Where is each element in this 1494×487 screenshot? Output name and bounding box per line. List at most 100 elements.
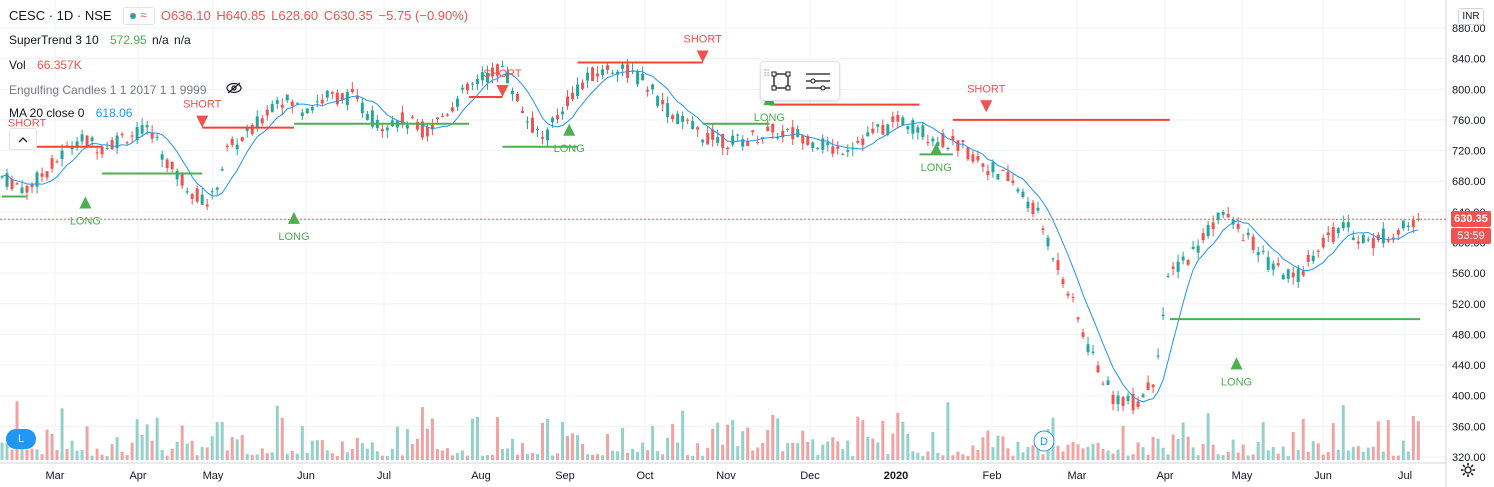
candle-body: [556, 115, 560, 120]
volume-bar: [901, 421, 905, 460]
volume-bar: [566, 435, 570, 460]
candle-body: [841, 154, 845, 156]
volume-bar: [881, 420, 885, 460]
volume-bar: [1381, 451, 1385, 460]
volume-bar: [1006, 448, 1010, 460]
eye-crossed-icon[interactable]: [226, 81, 242, 97]
volume-bar: [666, 437, 670, 460]
volume-bar: [335, 455, 339, 460]
candle-body: [325, 90, 329, 98]
volume-bar: [1301, 418, 1305, 460]
supertrend-name: SuperTrend 3 10: [9, 33, 99, 47]
volume-bar: [556, 453, 560, 460]
volume-bar: [626, 452, 630, 460]
y-tick-label: 720.00: [1452, 146, 1486, 158]
candle-body: [791, 127, 795, 140]
settings-gear-icon[interactable]: [1460, 462, 1476, 483]
currency-button[interactable]: INR: [1458, 8, 1484, 25]
volume-bar: [836, 441, 840, 460]
volume-bar: [285, 453, 289, 460]
volume-bar: [1206, 413, 1210, 460]
candle-body: [706, 133, 710, 145]
candle-body: [1116, 395, 1120, 405]
candle-body: [355, 95, 359, 100]
volume-bar: [876, 442, 880, 460]
volume-bar: [220, 421, 224, 460]
candle-body: [876, 124, 880, 127]
candle-body: [0, 176, 4, 178]
volume-bar: [330, 453, 334, 460]
candle-body: [1131, 394, 1135, 411]
volume-bar: [1231, 439, 1235, 460]
tradingview-cloud-icon[interactable]: L: [6, 429, 36, 449]
legend-engulfing-row[interactable]: Engulfing Candles 1 1 2017 1 1 9999: [9, 81, 244, 98]
candle-body: [1051, 258, 1055, 260]
volume-bar: [345, 452, 349, 460]
volume-bar: [1286, 455, 1290, 460]
candle-body: [891, 116, 895, 122]
legend-collapse-button[interactable]: [9, 128, 37, 150]
candle-body: [270, 104, 274, 113]
legend-volume-row[interactable]: Vol 66.357K: [9, 57, 84, 73]
candle-body: [1321, 237, 1325, 248]
volume-bar: [1316, 443, 1320, 460]
candle-body: [485, 73, 489, 83]
volume-bar: [801, 430, 805, 460]
volume-bar: [1271, 447, 1275, 460]
candle-body: [896, 115, 900, 122]
volume-bar: [390, 448, 394, 460]
volume-bar: [325, 450, 329, 460]
volume-bar: [280, 417, 284, 460]
signal-markers: SHORT LONG SHORT LONG SHORT LONG SHORT LONG LONG…: [8, 33, 1252, 388]
volume-bar: [1386, 420, 1390, 460]
x-tick-label: Jul: [1398, 470, 1412, 482]
volume-bar: [916, 452, 920, 460]
legend-ma-row[interactable]: MA 20 close 0 618.06: [9, 105, 134, 121]
volume-bar: [546, 419, 550, 460]
legend-supertrend-row[interactable]: SuperTrend 3 10 572.95 n/a n/a: [9, 32, 193, 48]
candle-body: [1076, 317, 1080, 320]
candle-body: [1301, 271, 1305, 276]
candle-body: [1361, 234, 1365, 244]
x-tick-label: May: [203, 470, 224, 482]
candle-body: [10, 179, 14, 190]
volume-bar: [250, 454, 254, 460]
candle-body: [480, 72, 484, 81]
y-tick-label: 880.00: [1452, 23, 1486, 35]
volume-bar: [591, 454, 595, 460]
volume-bar: [385, 455, 389, 460]
drag-handle-icon[interactable]: ⠿: [763, 69, 771, 80]
settings-lines-icon[interactable]: [805, 70, 831, 92]
candle-body: [470, 83, 474, 85]
candle-body: [510, 90, 514, 95]
candle-body: [350, 89, 354, 92]
candle-body: [851, 148, 855, 150]
candle-body: [90, 137, 94, 141]
volume-bar: [135, 419, 139, 460]
candle-body: [591, 67, 595, 81]
volume-bar: [786, 443, 790, 460]
x-tick-label: Jun: [297, 470, 315, 482]
candle-body: [1096, 365, 1100, 373]
floating-drawing-toolbar[interactable]: ⠿: [760, 61, 840, 101]
ma-value: 618.06: [95, 106, 133, 120]
candle-body: [200, 194, 204, 205]
volume-bar: [1026, 446, 1030, 460]
candle-body: [465, 83, 469, 91]
candle-body: [205, 204, 209, 207]
high-value: H640.85: [216, 8, 266, 24]
rectangle-tool-icon[interactable]: [770, 70, 792, 92]
volume-bar: [1276, 453, 1280, 460]
candle-body: [1071, 297, 1075, 299]
volume-bar: [1191, 447, 1195, 460]
symbol-title[interactable]: CESC · 1D · NSE: [9, 8, 112, 24]
candle-body: [716, 137, 720, 143]
bar-countdown-label: 53:59: [1451, 228, 1491, 245]
market-status-button[interactable]: ≈: [123, 7, 156, 25]
candle-body: [35, 172, 39, 187]
candle-body: [1156, 355, 1160, 357]
volume-bar: [470, 418, 474, 460]
volume-bar: [866, 436, 870, 460]
volume-bar: [75, 450, 79, 460]
